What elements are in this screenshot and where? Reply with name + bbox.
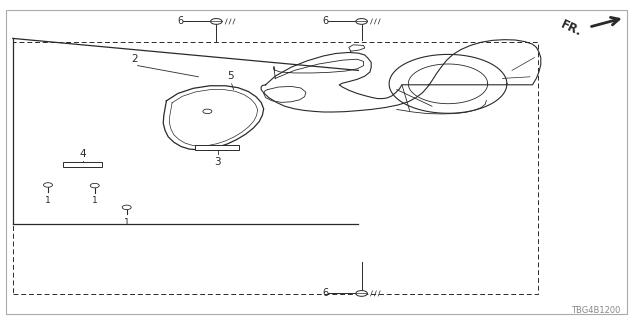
Text: 5: 5 [227,71,234,81]
Text: 6: 6 [322,288,328,299]
Text: 4: 4 [80,149,86,159]
Text: TBG4B1200: TBG4B1200 [572,306,621,315]
Text: 1: 1 [92,196,97,205]
Circle shape [356,19,367,24]
Bar [13,42,538,294]
Circle shape [90,183,99,188]
Text: 3: 3 [214,157,221,167]
FancyBboxPatch shape [63,162,102,167]
Text: 6: 6 [322,16,328,27]
Text: 1: 1 [124,218,129,227]
Circle shape [203,109,212,114]
Circle shape [211,19,222,24]
Text: FR.: FR. [558,18,584,39]
Text: 6: 6 [177,16,183,27]
Text: 2: 2 [131,54,138,64]
Circle shape [44,183,52,187]
Circle shape [356,291,367,296]
FancyBboxPatch shape [195,145,239,150]
Text: 1: 1 [45,196,51,205]
Circle shape [122,205,131,210]
